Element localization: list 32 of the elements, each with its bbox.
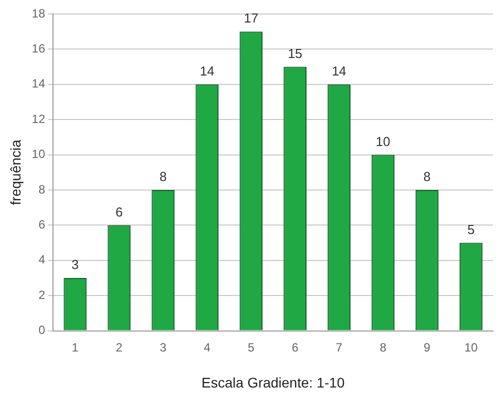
y-axis-title: frequência	[7, 140, 24, 206]
x-tick-label: 2	[116, 340, 123, 354]
x-tick-label: 1	[72, 340, 79, 354]
y-tick-label: 8	[38, 182, 46, 196]
data-label: 8	[423, 169, 431, 184]
y-tick-label: 12	[32, 112, 46, 126]
data-label: 6	[116, 204, 123, 220]
data-label: 17	[244, 10, 258, 26]
data-label: 3	[72, 257, 79, 272]
x-tick-label: 3	[160, 340, 167, 354]
data-label: 10	[376, 134, 390, 149]
x-axis-title: Escala Gradiente: 1-10	[201, 374, 345, 390]
data-label: 8	[159, 169, 167, 184]
y-tick-label: 10	[32, 147, 46, 162]
x-tick-label: 8	[380, 340, 387, 354]
data-label: 15	[288, 46, 302, 61]
x-tick-label: 6	[292, 340, 299, 354]
y-tick-label: 2	[38, 288, 46, 302]
x-tick-label: 10	[464, 340, 478, 354]
x-tick-label: 4	[204, 340, 211, 354]
x-tick-label: 9	[424, 340, 431, 354]
data-label: 14	[200, 63, 214, 78]
y-tick-label: 14	[32, 76, 46, 91]
data-label: 5	[467, 222, 475, 237]
y-tick-label: 6	[38, 218, 46, 232]
x-tick-label: 5	[248, 340, 255, 354]
x-tick-label: 7	[336, 340, 343, 354]
data-label: 14	[332, 63, 346, 78]
y-tick-label: 4	[38, 252, 46, 267]
y-tick-label: 18	[32, 6, 46, 20]
y-tick-label: 0	[38, 323, 46, 338]
y-tick-label: 16	[32, 42, 46, 56]
